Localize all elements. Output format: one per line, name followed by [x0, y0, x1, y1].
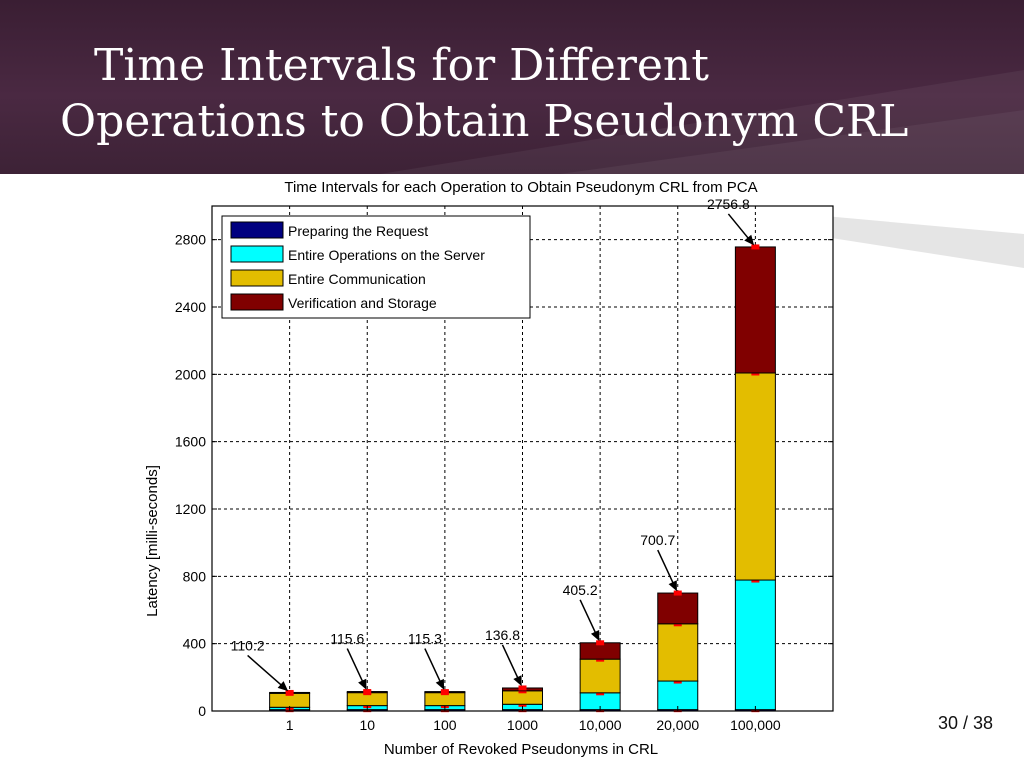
x-tick-label: 100,000	[730, 717, 781, 733]
y-tick-label: 1600	[175, 434, 206, 450]
decorative-sheen	[780, 212, 1024, 268]
error-bar-marker	[363, 689, 372, 695]
error-bar-marker	[596, 640, 605, 646]
annotation-arrow-line	[424, 648, 442, 683]
legend-label-1: Preparing the Request	[288, 223, 428, 239]
y-tick-label: 1200	[175, 501, 206, 517]
page-number: 30 / 38	[938, 713, 994, 733]
legend-label-4: Verification and Storage	[288, 295, 437, 311]
annotation-arrow-line	[247, 654, 283, 687]
bar-segment-2-6	[734, 579, 776, 711]
bar-stack-6	[734, 244, 776, 713]
annotation-arrow-head	[277, 681, 289, 692]
bar-segment-3-4	[579, 658, 621, 694]
error-bar-marker	[440, 689, 449, 695]
stacked-bar-chart: Time Intervals for each Operation to Obt…	[144, 179, 1024, 758]
annotation-arrow-line	[501, 644, 519, 680]
total-label: 136.8	[485, 627, 520, 643]
annotation-arrow-line	[727, 213, 750, 240]
x-tick-label: 1000	[507, 717, 538, 733]
axes: 0 400 800 1200 1600 2000 2400 2800 1 10 100 1000 10,…	[175, 205, 834, 733]
annotation-arrow-line	[346, 648, 364, 683]
annotation-arrow-line	[579, 599, 597, 635]
bar-segment-3-5	[657, 623, 699, 682]
total-label: 700.7	[640, 532, 675, 548]
total-label: 110.2	[231, 637, 265, 653]
bar-stack-5	[657, 590, 699, 713]
bar-stack-4	[579, 640, 621, 713]
error-bar-marker	[673, 590, 682, 596]
annotation-arrow-head	[435, 678, 445, 690]
x-tick-label: 1	[286, 717, 294, 733]
x-tick-label: 10,000	[579, 717, 622, 733]
legend-label-2: Entire Operations on the Server	[288, 247, 485, 263]
y-tick-label: 400	[183, 636, 207, 652]
x-tick-label: 20,000	[656, 717, 699, 733]
y-tick-label: 0	[198, 703, 206, 719]
legend: Preparing the Request Entire Operations o…	[221, 215, 531, 319]
annotation-arrow-head	[668, 580, 677, 592]
legend-swatch-4	[230, 293, 284, 311]
header-sheen	[380, 70, 1024, 174]
annotation-arrow-head	[358, 678, 367, 690]
legend-swatch-1	[230, 221, 284, 239]
annotation-arrow-head	[513, 675, 522, 687]
x-tick-label: 10	[359, 717, 375, 733]
total-label: 115.6	[330, 631, 364, 647]
total-label: 115.3	[408, 631, 442, 647]
legend-swatch-3	[230, 269, 284, 287]
y-tick-label: 2800	[175, 232, 206, 248]
x-axis-label: Number of Revoked Pseudonyms in CRL	[384, 741, 658, 758]
chart-title: Time Intervals for each Operation to Obt…	[284, 179, 757, 196]
y-tick-label: 2000	[175, 366, 206, 382]
error-bar-marker	[285, 689, 294, 695]
slide-header: Time Intervals for Different Operations …	[0, 0, 1024, 174]
y-axis-label: Latency [milli-seconds]	[144, 465, 161, 617]
slide-title-line-2: Operations to Obtain Pseudonym CRL	[60, 96, 909, 147]
total-label: 2756.8	[707, 196, 750, 212]
slide-title: Time Intervals for Different Operations …	[60, 38, 960, 150]
bar-segment-4-5	[657, 592, 699, 625]
annotation-arrow-head	[744, 234, 755, 246]
total-label: 405.2	[563, 582, 598, 598]
bar-segment-4-6	[734, 246, 776, 374]
bar-segment-2-5	[657, 680, 699, 711]
annotation-arrow-line	[657, 549, 675, 585]
annotation-arrow-head	[590, 630, 600, 641]
legend-swatch-2	[230, 245, 284, 263]
legend-label-3: Entire Communication	[288, 271, 426, 287]
y-tick-label: 800	[183, 568, 207, 584]
error-bar-marker	[751, 244, 760, 250]
error-bar-marker	[518, 685, 527, 691]
total-annotations: 110.2 115.6 115.3 136.8 405.2 700.7 2756.8	[231, 196, 755, 692]
y-tick-label: 2400	[175, 299, 206, 315]
bar-segment-3-6	[734, 372, 776, 581]
x-tick-label: 100	[433, 717, 457, 733]
slide-title-line-1: Time Intervals for Different	[94, 40, 709, 91]
